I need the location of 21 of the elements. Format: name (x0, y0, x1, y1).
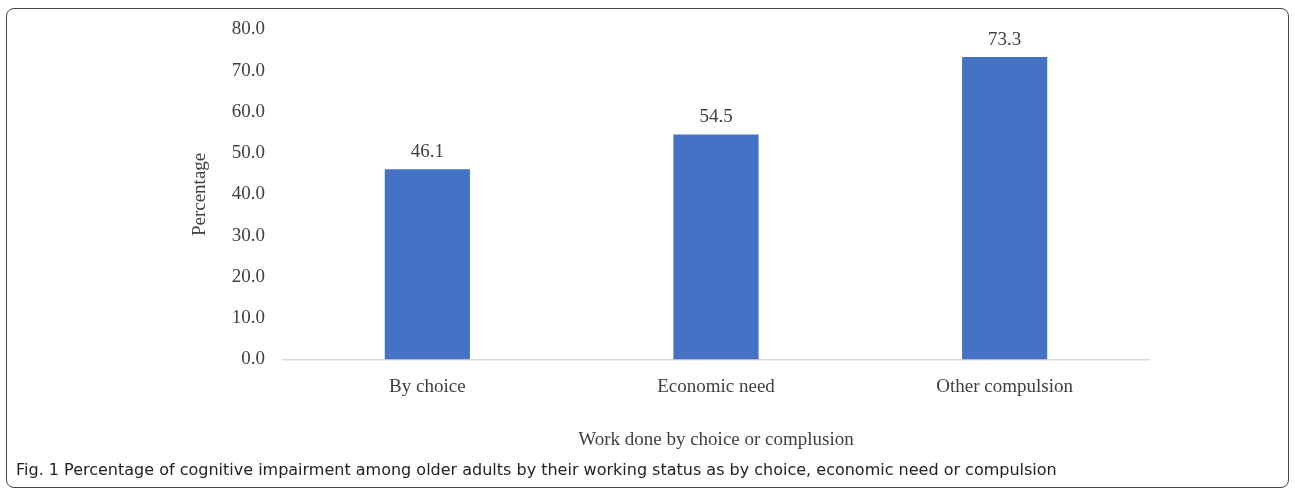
data-label: 46.1 (410, 139, 444, 161)
bar (962, 57, 1048, 360)
x-axis-title: Work done by choice or complusion (578, 427, 855, 449)
y-tick-label: 20.0 (231, 264, 265, 286)
y-tick-label: 30.0 (231, 223, 265, 245)
caption: Fig. 1 Percentage of cognitive impairment among older adults by their working status as by choice, economic need or compulsion (16, 460, 1057, 479)
x-tick-label: By choice (389, 374, 466, 396)
y-tick-label: 80.0 (231, 17, 265, 39)
x-tick-label: Other compulsion (936, 374, 1074, 396)
data-label: 54.5 (699, 105, 733, 127)
y-tick-label: 60.0 (231, 99, 265, 121)
data-label: 73.3 (988, 27, 1022, 49)
y-tick-label: 10.0 (231, 306, 265, 328)
y-tick-label: 0.0 (241, 347, 265, 369)
y-tick-label: 50.0 (231, 141, 265, 163)
y-tick-label: 70.0 (231, 58, 265, 80)
bar (673, 134, 759, 360)
x-tick-label: Economic need (657, 374, 776, 396)
bar (384, 169, 470, 360)
y-axis-title: Percentage (188, 152, 210, 237)
y-tick-label: 40.0 (231, 182, 265, 204)
